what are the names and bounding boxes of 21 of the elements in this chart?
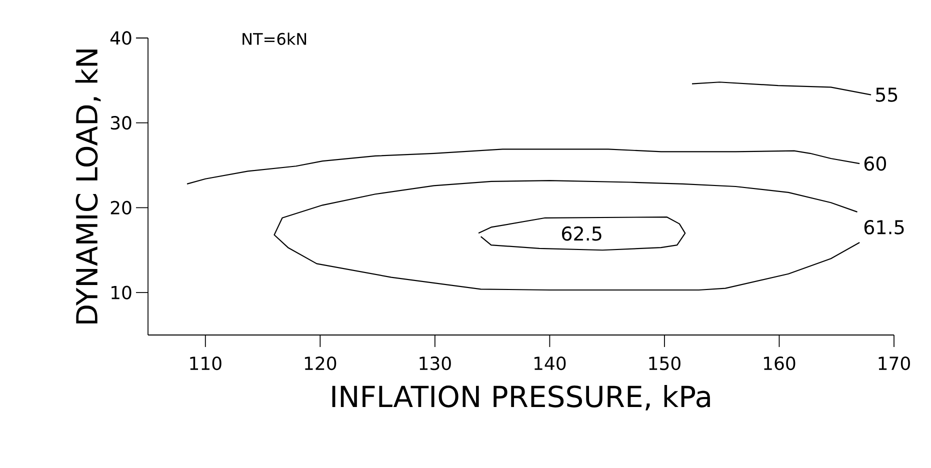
y-tick-label: 30 bbox=[110, 116, 132, 130]
series-label: 55 bbox=[876, 88, 898, 102]
line-series bbox=[691, 82, 872, 96]
y-tick-label: 40 bbox=[110, 31, 132, 45]
annotation: NT=6kN bbox=[242, 32, 306, 45]
y-axis-title: DYNAMIC LOAD, kN bbox=[75, 50, 101, 324]
x-tick-label: 130 bbox=[420, 356, 451, 370]
y-tick-label: 10 bbox=[112, 286, 132, 300]
series-label: 62.5 bbox=[562, 226, 602, 241]
line-series bbox=[478, 216, 686, 251]
x-tick-label: 140 bbox=[534, 356, 566, 370]
series-label: 60 bbox=[864, 156, 886, 171]
line-series bbox=[274, 180, 860, 291]
x-tick-label: 150 bbox=[649, 356, 680, 370]
x-tick-label: 120 bbox=[304, 356, 336, 370]
x-axis-title: INFLATION PRESSURE, kPa bbox=[332, 384, 710, 410]
y-tick-label: 20 bbox=[110, 200, 132, 215]
series-label: 61.5 bbox=[864, 220, 904, 234]
x-tick-label: 170 bbox=[878, 356, 910, 370]
x-tick-label: 110 bbox=[190, 356, 222, 370]
x-tick-label: 160 bbox=[764, 356, 796, 370]
